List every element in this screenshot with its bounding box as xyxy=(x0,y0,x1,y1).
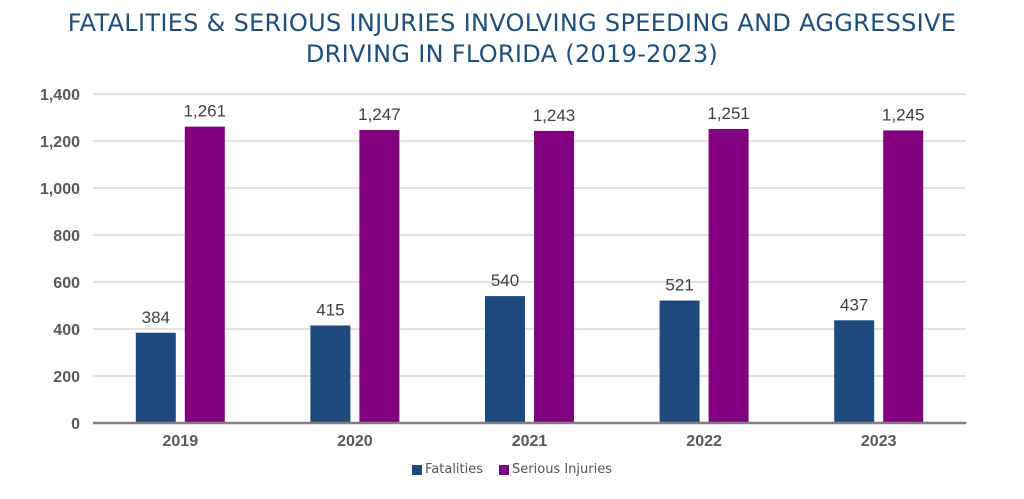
legend-label-serious-injuries: Serious Injuries xyxy=(512,462,612,477)
bar-serious-injuries xyxy=(708,129,749,423)
x-tick-label: 2019 xyxy=(163,433,199,450)
chart-title: FATALITIES & SERIOUS INJURIES INVOLVING … xyxy=(0,8,1024,70)
data-label: 1,245 xyxy=(882,105,925,124)
legend-swatch-fatalities xyxy=(412,464,422,475)
chart-title-line-1: FATALITIES & SERIOUS INJURIES INVOLVING … xyxy=(67,9,957,37)
bar-fatalities xyxy=(135,332,176,423)
bar-serious-injuries xyxy=(534,130,574,423)
x-tick-label: 2021 xyxy=(512,433,548,450)
bar-serious-injuries xyxy=(883,130,924,424)
y-tick-label: 1,000 xyxy=(40,181,80,198)
y-tick-label: 400 xyxy=(53,322,80,339)
y-tick-label: 1,200 xyxy=(40,134,80,151)
data-label: 1,243 xyxy=(533,106,576,125)
bar-fatalities xyxy=(485,296,525,423)
data-label: 521 xyxy=(665,276,693,295)
legend-item-fatalities: Fatalities xyxy=(412,462,483,477)
y-tick-label: 0 xyxy=(71,416,80,433)
bar-serious-injuries xyxy=(359,129,400,423)
data-label: 1,247 xyxy=(358,105,401,124)
data-label: 384 xyxy=(142,308,170,327)
y-tick-label: 200 xyxy=(53,369,80,386)
legend: Fatalities Serious Injuries xyxy=(0,462,1024,477)
data-label: 1,261 xyxy=(184,102,227,121)
y-tick-label: 800 xyxy=(53,228,80,245)
data-label: 540 xyxy=(491,271,519,290)
data-label: 1,251 xyxy=(707,104,750,123)
x-tick-label: 2022 xyxy=(686,433,722,450)
x-tick-label: 2023 xyxy=(861,433,897,450)
chart-title-line-2: DRIVING IN FLORIDA (2019-2023) xyxy=(305,40,719,68)
data-label: 415 xyxy=(316,300,344,319)
legend-swatch-serious-injuries xyxy=(499,464,510,475)
bar-serious-injuries xyxy=(184,126,225,423)
y-tick-label: 600 xyxy=(53,275,80,292)
y-tick-label: 1,400 xyxy=(40,87,80,104)
bar-fatalities xyxy=(310,325,351,423)
bar-fatalities xyxy=(659,300,700,423)
data-label: 437 xyxy=(840,295,868,314)
legend-item-serious-injuries: Serious Injuries xyxy=(499,462,612,477)
legend-label-fatalities: Fatalities xyxy=(425,462,484,477)
bar-fatalities xyxy=(834,320,875,423)
x-tick-label: 2020 xyxy=(337,433,373,450)
